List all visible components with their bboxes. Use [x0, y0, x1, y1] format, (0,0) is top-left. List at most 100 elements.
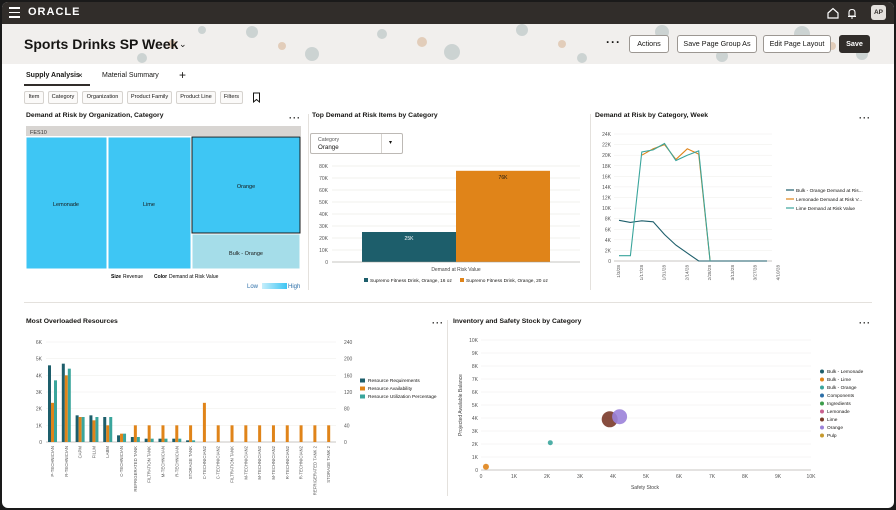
close-tab-icon[interactable]: ×: [78, 71, 83, 80]
resources-title: Most Overloaded Resources: [26, 318, 118, 325]
x-tick-label: REFRIGERATED TANK 2: [312, 445, 317, 495]
x-tick-label: M-TECHNICIAN2: [257, 445, 262, 479]
x-tick-label: R-TECHNICIAN2: [299, 445, 304, 479]
resources-more-icon[interactable]: ···: [432, 318, 444, 328]
select-caret-icon[interactable]: ▾: [389, 140, 393, 146]
bar-utilization: [67, 368, 71, 442]
tab-supply-analysis[interactable]: Supply Analysis: [26, 72, 80, 79]
actions-button[interactable]: Actions: [629, 35, 669, 53]
legend-label: Pulp: [827, 433, 837, 439]
bar-requirements: [103, 417, 107, 442]
home-icon[interactable]: [826, 6, 840, 20]
bar-requirements: [89, 415, 93, 442]
bar-utilization: [192, 440, 196, 442]
avatar[interactable]: AP: [871, 5, 886, 20]
y-tick-label-right: 40: [344, 423, 350, 429]
x-tick-label: 1/31/28: [662, 265, 667, 281]
treemap-cell-lemonade[interactable]: [26, 136, 108, 270]
select-separator: [381, 134, 382, 153]
x-tick-label: M-TECHNICIAN: [160, 446, 165, 477]
chevron-down-icon[interactable]: ⌄: [179, 39, 187, 49]
add-tab-icon[interactable]: +: [179, 68, 187, 82]
bar-availability: [244, 425, 248, 442]
filter-chip-organization[interactable]: Organization: [82, 91, 123, 104]
bell-icon[interactable]: [845, 6, 859, 20]
brand-logo: ORACLE: [28, 6, 81, 18]
treemap-more-icon[interactable]: ···: [289, 113, 301, 123]
legend-label: Lemonade: [827, 409, 850, 415]
filter-chip-category[interactable]: Category: [48, 91, 78, 104]
treemap-cell-bulk-orange[interactable]: [191, 233, 301, 270]
week-chart-more-icon[interactable]: ···: [859, 113, 871, 123]
legend-label: Lemonade Demand at Risk V...: [796, 197, 862, 203]
bar-data-label: 25K: [405, 236, 415, 242]
y-tick-label-left: 1K: [36, 423, 43, 429]
treemap-cell-orange[interactable]: [191, 136, 301, 234]
x-tick-label: FILTRATION TANK: [147, 446, 152, 483]
bar-utilization: [150, 438, 154, 442]
legend-swatch: [820, 409, 824, 414]
x-tick-label: 3K: [577, 474, 584, 480]
category-select-label: Category: [318, 137, 340, 143]
filter-chip-product-family[interactable]: Product Family: [127, 91, 172, 104]
resources-chart: 0 0 1K 40 2K 80 3K 120 4K 160 5K 200 6K 240 P-TECHNICI…: [36, 340, 437, 495]
filter-chip-product-line[interactable]: Product Line: [176, 91, 216, 104]
bar-utilization: [136, 437, 140, 442]
treemap-org-header: [26, 126, 301, 136]
menu-icon[interactable]: [9, 7, 20, 19]
edit-page-layout-button[interactable]: Edit Page Layout: [763, 35, 831, 53]
x-tick-label: P-TECHNICIAN: [50, 446, 55, 477]
save-button[interactable]: Save: [839, 35, 870, 53]
treemap-cell-lime[interactable]: [107, 136, 192, 270]
legend-label: Bulk - Lemonade: [827, 369, 864, 375]
y-tick-label: 0: [325, 260, 328, 266]
legend-label: Resource Utilization Percentage: [368, 394, 437, 400]
y-tick-label: 12K: [602, 196, 612, 202]
bar-requirements: [186, 440, 190, 442]
legend-label: Bulk - Lime: [827, 377, 851, 383]
bar-availability: [271, 425, 275, 442]
y-tick-label: 40K: [319, 212, 329, 218]
treemap-org-label: FES10: [30, 130, 47, 136]
bar-availability: [175, 425, 179, 442]
bar-requirements: [130, 437, 134, 442]
more-options-icon[interactable]: ···: [606, 35, 621, 49]
y-tick-label-left: 6K: [36, 340, 43, 346]
x-tick-label: 7K: [709, 474, 716, 480]
save-page-group-as-button[interactable]: Save Page Group As: [677, 35, 757, 53]
y-tick-label-right: 240: [344, 340, 353, 346]
bar-availability: [51, 402, 54, 442]
x-tick-label: LABM: [105, 446, 110, 458]
filters-button[interactable]: Filters: [220, 91, 243, 104]
tab-material-summary[interactable]: Material Summary: [102, 72, 159, 79]
bar-availability: [64, 375, 68, 442]
treemap-cell-label: Lemonade: [53, 202, 79, 208]
category-select[interactable]: Category Orange ▾: [310, 133, 403, 154]
bar-utilization: [164, 438, 168, 442]
y-tick-label: 8K: [605, 217, 612, 223]
y-tick-label: 1K: [472, 455, 479, 461]
legend-label: Bulk - Orange: [827, 385, 857, 391]
bar-data-label: 76K: [499, 175, 509, 181]
y-tick-label: 30K: [319, 224, 329, 230]
top-items-title: Top Demand at Risk Items by Category: [312, 112, 438, 119]
active-tab-indicator: [24, 84, 90, 86]
legend-swatch: [820, 401, 824, 406]
y-tick-label: 8K: [472, 364, 479, 370]
bar-availability: [147, 425, 151, 442]
x-tick-label: R-TECHNICIAN2: [285, 445, 290, 479]
filter-chip-item[interactable]: Item: [24, 91, 44, 104]
x-tick-label: STORAGE TANK: [188, 446, 193, 479]
legend-label: Lime: [827, 417, 838, 423]
legend-label: Supremo Fitness Drink, Orange, 16 oz: [370, 278, 452, 284]
treemap-cell-label: Orange: [237, 184, 255, 190]
bookmark-icon[interactable]: [252, 92, 261, 103]
bar-availability: [258, 425, 262, 442]
legend-label: Supremo Fitness Drink, Orange, 20 oz: [466, 278, 548, 284]
treemap-color-value: Demand at Risk Value: [169, 274, 219, 280]
y-tick-label-right: 200: [344, 357, 353, 363]
inventory-more-icon[interactable]: ···: [859, 318, 871, 328]
bar-availability: [299, 425, 303, 442]
bar-utilization: [81, 417, 85, 442]
